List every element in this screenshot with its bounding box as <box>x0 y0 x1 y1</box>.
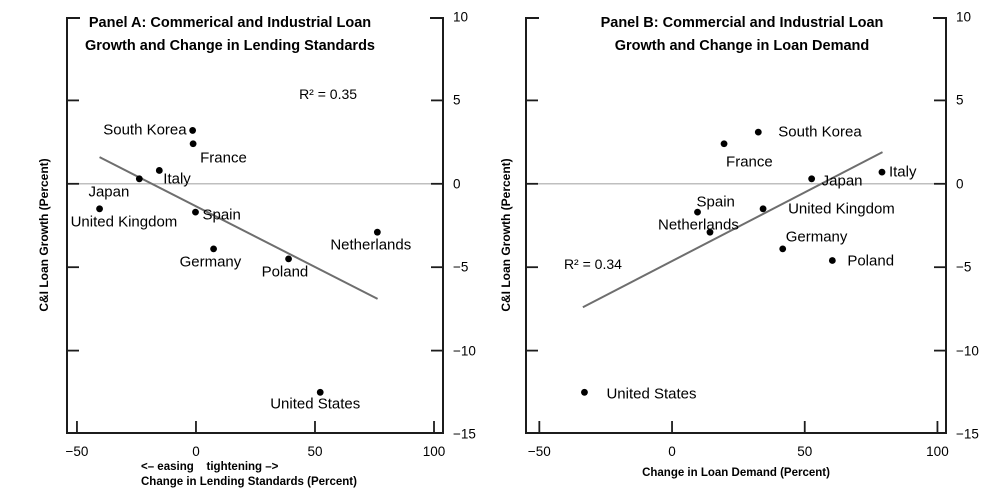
y-tick-label: −10 <box>956 343 979 359</box>
panel-a-xaxis-title: Change in Lending Standards (Percent) <box>141 476 357 488</box>
x-tick-label: 0 <box>192 444 200 459</box>
data-point <box>759 205 767 213</box>
data-point <box>694 208 701 216</box>
plot-area-a <box>66 17 444 434</box>
point-label: Japan <box>88 183 130 201</box>
plot-area-b <box>525 17 947 434</box>
data-point <box>878 168 886 176</box>
point-label: Netherlands <box>657 216 739 234</box>
data-point <box>706 228 714 236</box>
point-label: South Korea <box>103 121 187 139</box>
data-point <box>210 245 217 253</box>
point-label: Netherlands <box>330 236 412 254</box>
y-tick-label: 0 <box>956 176 964 192</box>
point-label: Poland <box>847 252 895 270</box>
x-tick-label: −50 <box>527 444 551 459</box>
point-label: France <box>726 153 773 171</box>
point-label: Italy <box>888 163 917 181</box>
y-tick-label: 5 <box>453 92 461 108</box>
y-tick-label: 10 <box>956 9 972 25</box>
point-label: United States <box>270 395 361 413</box>
y-tick-label: 10 <box>453 9 469 25</box>
data-point <box>828 257 836 264</box>
data-point <box>754 128 762 136</box>
panel-b-yaxis-label: C&I Loan Growth (Percent) <box>499 158 513 312</box>
point-label: Japan <box>821 172 863 190</box>
panel-a-title-line2: Growth and Change in Lending Standards <box>84 38 375 54</box>
point-label: Germany <box>179 253 242 271</box>
data-point <box>373 228 381 236</box>
panel-b-title: Panel B: Commercial and Industrial Loan … <box>531 12 953 58</box>
y-tick-label: −5 <box>956 259 972 275</box>
data-point <box>316 388 324 396</box>
panel-a-title-line1: Panel A: Commerical and Industrial Loan <box>88 15 372 31</box>
x-tick-label: 100 <box>422 444 446 459</box>
point-label: Spain <box>696 193 735 211</box>
x-tick-label: 0 <box>668 444 676 459</box>
data-point <box>135 175 143 183</box>
point-label: France <box>200 149 247 167</box>
data-point <box>155 167 163 174</box>
panel-a-xaxis-label: <– easing tightening –> Change in Lendin… <box>141 460 357 490</box>
y-tick-label: 5 <box>956 92 964 108</box>
panel-b-title-line2: Growth and Change in Loan Demand <box>614 38 870 54</box>
point-label: Poland <box>261 263 309 281</box>
point-label: Spain <box>202 206 241 224</box>
panel-a-title: Panel A: Commerical and Industrial Loan … <box>41 12 419 58</box>
y-tick-label: −15 <box>453 426 476 442</box>
point-label: United States <box>606 385 697 403</box>
trend-line <box>582 151 883 309</box>
r2-annotation-b: R² = 0.34 <box>563 255 622 272</box>
panel-a-easing-tightening-label: <– easing tightening –> <box>141 461 279 473</box>
data-point <box>720 140 728 148</box>
point-label: South Korea <box>778 123 862 141</box>
y-tick-label: −5 <box>453 259 469 275</box>
data-point <box>96 205 103 213</box>
x-tick-label: −50 <box>65 444 89 459</box>
data-point <box>285 255 292 263</box>
panel-b-xaxis-label: Change in Loan Demand (Percent) <box>642 467 830 479</box>
data-point <box>192 208 199 216</box>
data-point <box>189 127 197 134</box>
x-tick-label: 50 <box>307 444 323 459</box>
r2-annotation-a: R² = 0.35 <box>299 85 358 102</box>
panel-b-title-line1: Panel B: Commercial and Industrial Loan <box>600 15 884 31</box>
point-label: Italy <box>163 170 191 188</box>
point-label: United Kingdom <box>788 200 895 218</box>
y-tick-label: −10 <box>453 343 476 359</box>
x-tick-label: 50 <box>797 444 813 459</box>
point-label: Germany <box>785 228 848 246</box>
data-point <box>779 245 787 253</box>
x-tick-label: 100 <box>926 444 949 459</box>
y-tick-label: −15 <box>956 426 979 442</box>
data-point <box>808 175 816 183</box>
trend-line <box>99 156 379 300</box>
data-point <box>581 388 588 396</box>
y-tick-label: 0 <box>453 176 461 192</box>
point-label: United Kingdom <box>70 213 178 231</box>
data-point <box>189 140 197 148</box>
